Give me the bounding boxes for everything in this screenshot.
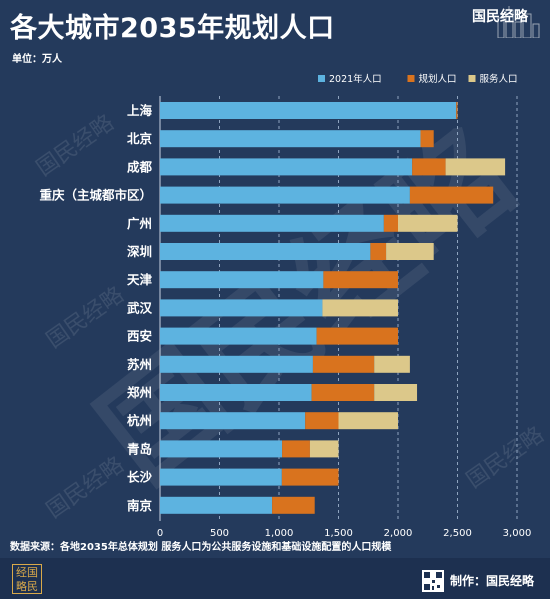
bar-segment <box>160 130 421 148</box>
bar-segment <box>398 214 458 232</box>
bar-segment <box>322 299 398 317</box>
legend-label: 规划人口 <box>419 73 457 85</box>
bar-segment <box>420 130 434 148</box>
bar-segment <box>160 214 384 232</box>
bar-segment <box>160 158 413 176</box>
brand-logo: 经国 略民 <box>12 564 42 594</box>
bar-segment <box>160 440 283 458</box>
x-tick-label: 3,000 <box>503 528 532 538</box>
x-tick-label: 1,000 <box>265 528 294 538</box>
category-label: 重庆（主城都市区） <box>39 188 152 203</box>
skyline-icon <box>497 6 540 38</box>
bar-segment <box>374 384 418 401</box>
category-label: 天津 <box>127 272 153 287</box>
bar-segment <box>160 186 410 204</box>
bar-segment <box>386 243 434 260</box>
category-label: 长沙 <box>127 470 153 485</box>
x-axis-ticks: 0 500 1,000 1,500 2,000 2,500 3,000 <box>157 528 532 538</box>
category-label: 成都 <box>127 159 153 174</box>
bar-segment <box>160 412 306 430</box>
legend-swatch <box>407 75 415 82</box>
legend-swatch <box>468 75 476 82</box>
bar-segment <box>305 412 339 430</box>
bars <box>160 102 506 514</box>
bar-segment <box>282 440 310 458</box>
bar-segment <box>160 355 313 373</box>
x-tick-label: 0 <box>157 528 163 538</box>
legend: 2021年人口 规划人口 服务人口 <box>318 73 518 85</box>
bar-segment <box>311 384 375 401</box>
bar-segment <box>272 496 315 514</box>
bar-segment <box>160 271 324 289</box>
bar-segment <box>160 299 323 317</box>
category-label: 青岛 <box>127 441 152 456</box>
bar-segment <box>312 355 375 373</box>
bar-segment <box>383 214 398 232</box>
x-tick-label: 500 <box>210 528 229 538</box>
bar-segment <box>160 468 282 486</box>
category-label: 上海 <box>127 103 153 118</box>
qr-code-icon <box>422 570 444 592</box>
bar-segment <box>323 271 398 289</box>
bar-segment <box>338 412 398 430</box>
legend-label: 服务人口 <box>480 73 518 85</box>
brand-label: 国民经略 <box>472 9 528 25</box>
category-label: 北京 <box>127 131 153 146</box>
bar-segment <box>456 102 458 119</box>
legend-label: 2021年人口 <box>329 73 382 85</box>
bar-segment <box>160 327 317 345</box>
bar-segment <box>409 186 494 204</box>
bar-segment <box>374 355 410 373</box>
bar-segment <box>370 243 387 260</box>
bar-segment <box>281 468 339 486</box>
category-label: 广州 <box>127 216 152 231</box>
category-label: 西安 <box>127 329 152 344</box>
category-label: 郑州 <box>127 385 152 400</box>
footer-bar: 经国 略民 制作：国民经略 <box>0 558 550 599</box>
credit-label: 制作：国民经略 <box>450 574 535 588</box>
category-label: 南京 <box>127 498 153 513</box>
bar-segment <box>309 440 339 458</box>
data-source-note: 数据来源：各地2035年总体规划 服务人口为公共服务设施和基础设施配置的人口规模 <box>10 542 392 553</box>
category-label: 杭州 <box>127 413 152 428</box>
category-label: 苏州 <box>127 357 152 372</box>
x-tick-label: 2,000 <box>384 528 413 538</box>
bar-segment <box>160 496 273 514</box>
bar-segment <box>160 102 457 119</box>
chart-title: 各大城市2035年规划人口 <box>10 13 335 44</box>
legend-swatch <box>318 75 325 82</box>
x-tick-label: 1,500 <box>324 528 353 538</box>
bar-segment <box>412 158 446 176</box>
category-label: 深圳 <box>127 244 152 259</box>
unit-label: 单位：万人 <box>12 54 62 65</box>
bar-segment <box>160 384 312 401</box>
bar-segment <box>445 158 506 176</box>
bar-segment <box>160 243 371 260</box>
category-label: 武汉 <box>127 300 153 315</box>
bar-segment <box>316 327 398 345</box>
x-tick-label: 2,500 <box>443 528 472 538</box>
